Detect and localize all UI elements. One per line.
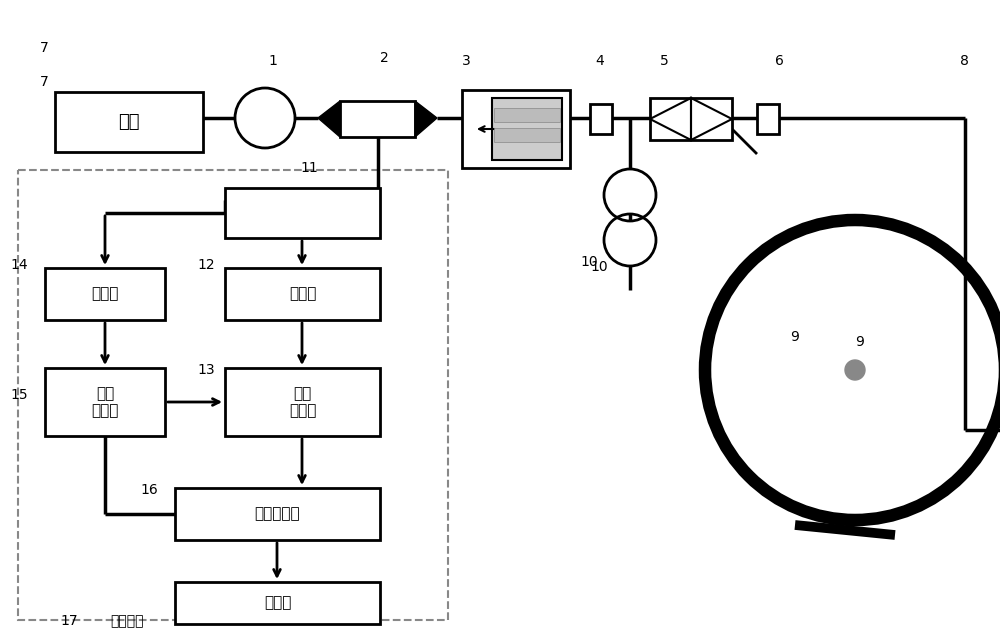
Text: 8: 8 — [960, 54, 969, 68]
Text: 15: 15 — [10, 388, 28, 402]
Text: 10: 10 — [580, 255, 598, 269]
Text: 4: 4 — [595, 54, 604, 68]
Text: 5: 5 — [660, 54, 669, 68]
Text: 光源: 光源 — [118, 113, 140, 131]
Bar — [492, 98, 562, 160]
Polygon shape — [415, 101, 437, 137]
Bar — [462, 90, 570, 168]
Text: 9: 9 — [790, 330, 799, 344]
Bar — [45, 268, 165, 320]
Bar — [650, 98, 732, 140]
Bar — [225, 268, 380, 320]
Text: 17: 17 — [60, 614, 78, 628]
Circle shape — [845, 360, 865, 380]
Bar — [340, 101, 415, 137]
Text: 14: 14 — [10, 258, 28, 272]
Text: 16: 16 — [140, 483, 158, 497]
Text: 2: 2 — [380, 51, 389, 65]
Polygon shape — [318, 101, 340, 137]
Text: 显示器: 显示器 — [264, 596, 291, 610]
Text: 电流
转换器: 电流 转换器 — [289, 386, 316, 418]
Text: 处理模块: 处理模块 — [110, 614, 144, 628]
Bar — [494, 108, 560, 122]
Bar — [175, 582, 380, 624]
Bar — [45, 368, 165, 436]
Text: 1: 1 — [268, 54, 277, 68]
Text: 3: 3 — [462, 54, 471, 68]
Bar — [18, 170, 448, 620]
Text: 6: 6 — [775, 54, 784, 68]
Bar — [494, 128, 560, 142]
Text: 10: 10 — [590, 260, 608, 274]
Bar — [590, 104, 612, 134]
Bar — [55, 92, 203, 152]
Bar — [175, 488, 380, 540]
Text: 温度
转换器: 温度 转换器 — [91, 386, 119, 418]
Text: 信号处理器: 信号处理器 — [255, 507, 300, 521]
Bar — [225, 188, 380, 238]
Text: 13: 13 — [197, 363, 215, 377]
Text: 9: 9 — [855, 335, 864, 349]
Text: 波长仪: 波长仪 — [91, 286, 119, 302]
Text: 7: 7 — [40, 75, 49, 89]
Text: 偏振仪: 偏振仪 — [289, 286, 316, 302]
Text: 7: 7 — [40, 41, 49, 55]
Text: 11: 11 — [300, 161, 318, 175]
Bar — [225, 368, 380, 436]
Bar — [757, 104, 779, 134]
Text: 12: 12 — [197, 258, 215, 272]
